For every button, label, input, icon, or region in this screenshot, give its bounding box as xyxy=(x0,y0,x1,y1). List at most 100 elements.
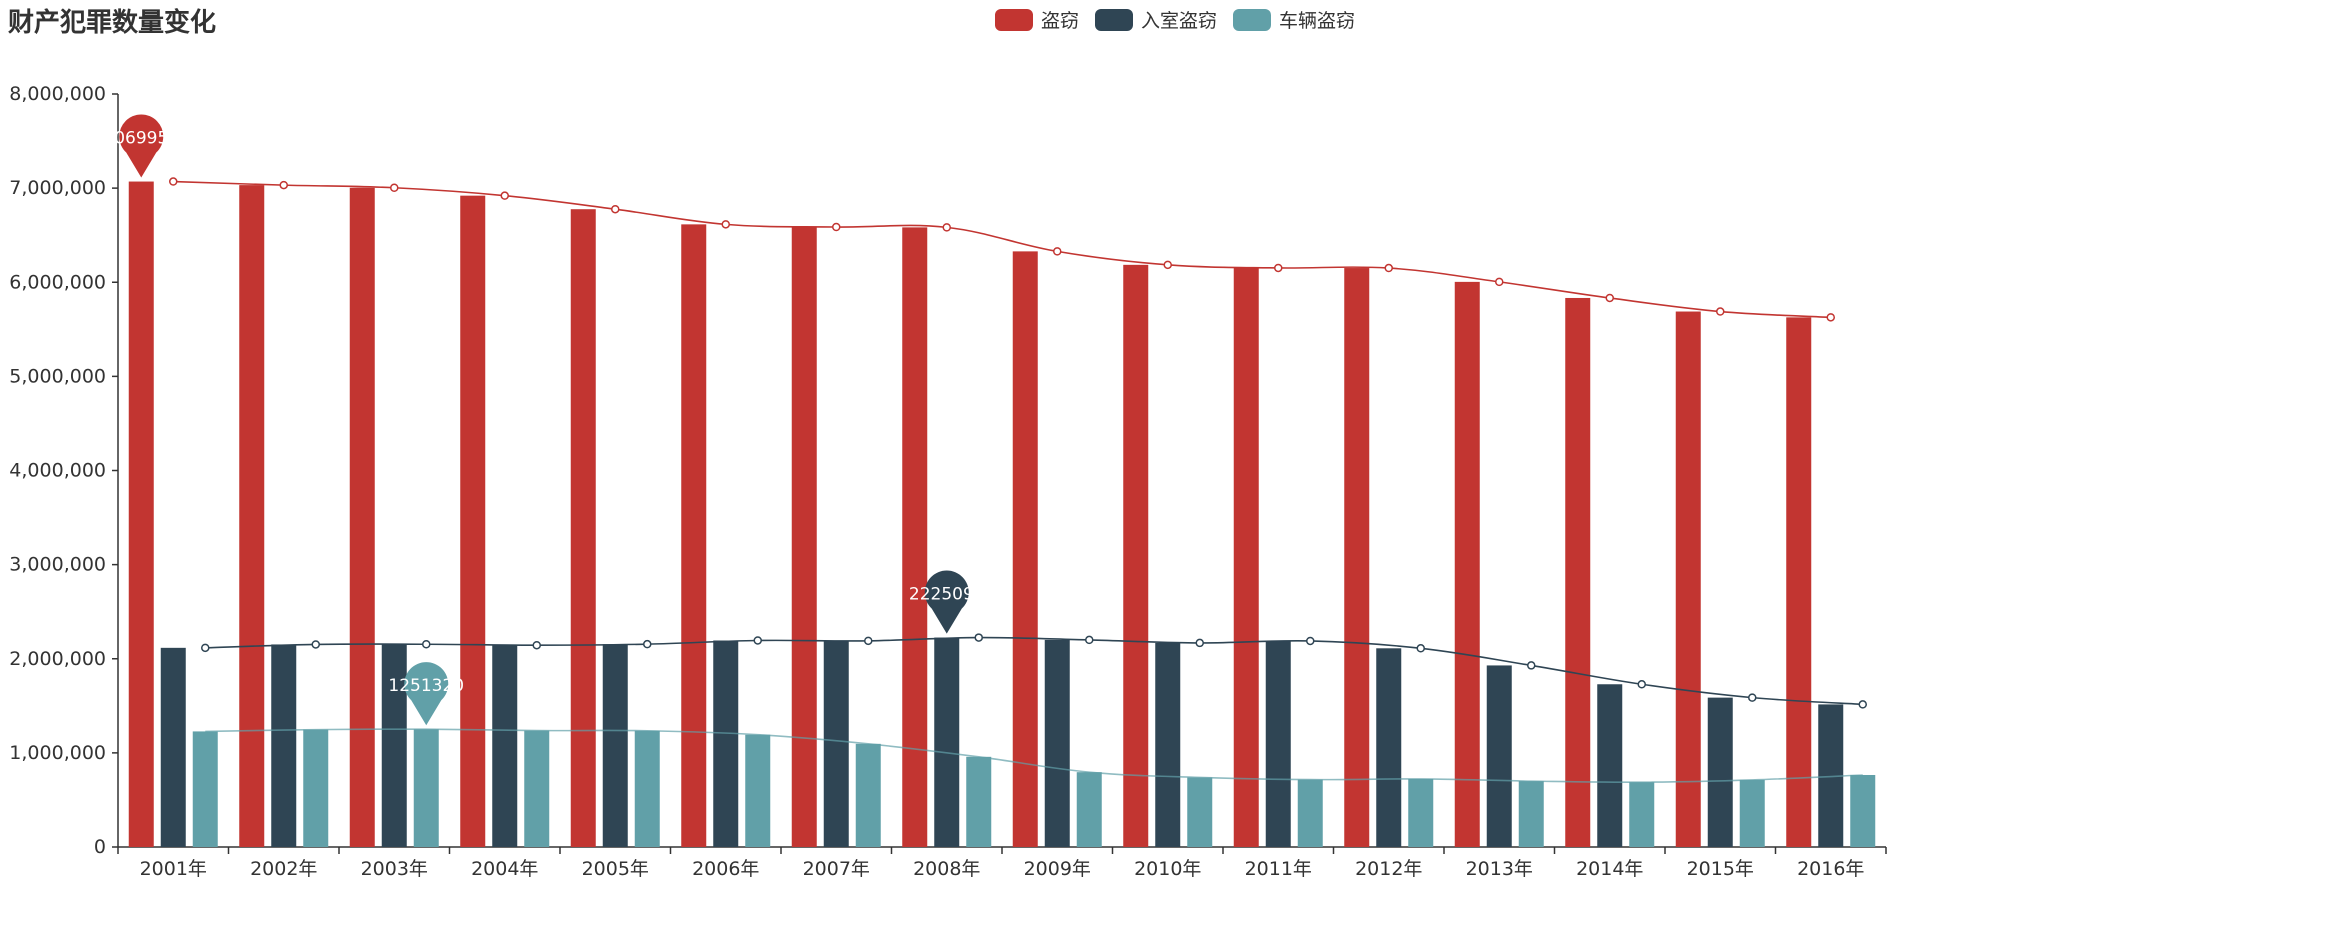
bar-theft[interactable] xyxy=(1012,251,1038,847)
bar-burglary[interactable] xyxy=(1155,642,1181,847)
line-point-burglary[interactable] xyxy=(201,643,210,653)
bar-vehicle-theft[interactable] xyxy=(745,734,771,847)
line-point-theft[interactable] xyxy=(279,180,288,190)
bar-vehicle-theft[interactable] xyxy=(413,729,439,847)
bar-vehicle-theft[interactable] xyxy=(1850,774,1876,847)
line-point-burglary[interactable] xyxy=(1637,680,1646,689)
max-pin-theft[interactable] xyxy=(119,114,164,178)
bar-burglary[interactable] xyxy=(492,645,518,847)
line-point-burglary[interactable] xyxy=(1195,638,1204,648)
bar-theft[interactable] xyxy=(1233,267,1259,847)
bar-theft[interactable] xyxy=(1454,281,1480,847)
bar-theft[interactable] xyxy=(349,187,375,847)
max-pin-label: 1251320 xyxy=(388,676,464,696)
bar-burglary[interactable] xyxy=(1707,697,1733,847)
bar-burglary[interactable] xyxy=(1265,640,1291,847)
line-point-theft[interactable] xyxy=(1384,263,1393,273)
bar-burglary[interactable] xyxy=(1376,648,1402,847)
bar-burglary[interactable] xyxy=(1486,665,1512,847)
line-point-theft[interactable] xyxy=(721,220,730,229)
bar-vehicle-theft[interactable] xyxy=(966,756,992,847)
bar-burglary[interactable] xyxy=(713,640,739,847)
line-point-theft[interactable] xyxy=(942,223,951,232)
bar-theft[interactable] xyxy=(128,181,154,847)
line-point-burglary[interactable] xyxy=(753,636,762,645)
x-tick-label: 2015年 xyxy=(1687,858,1754,880)
bar-theft[interactable] xyxy=(570,209,596,848)
max-pin-burglary[interactable] xyxy=(924,570,969,634)
bar-theft[interactable] xyxy=(460,195,486,847)
legend-item-burglary[interactable]: 入室盗窃 xyxy=(1095,6,1217,33)
bar-vehicle-theft[interactable] xyxy=(1518,781,1544,847)
bar-burglary[interactable] xyxy=(1597,684,1623,847)
max-pin-label: 7069950 xyxy=(103,129,179,149)
line-point-burglary[interactable] xyxy=(1858,700,1867,709)
line-point-theft[interactable] xyxy=(1605,293,1614,303)
bar-burglary[interactable] xyxy=(823,640,849,847)
bar-burglary[interactable] xyxy=(160,647,186,847)
bar-vehicle-theft[interactable] xyxy=(524,730,550,847)
bar-burglary[interactable] xyxy=(602,644,628,847)
line-point-theft[interactable] xyxy=(169,177,178,186)
bar-theft[interactable] xyxy=(1786,317,1812,847)
bar-theft[interactable] xyxy=(791,226,817,847)
x-tick-label: 2007年 xyxy=(803,858,870,880)
line-point-theft[interactable] xyxy=(832,222,841,232)
legend-label-theft: 盗窃 xyxy=(1041,10,1080,32)
line-point-burglary[interactable] xyxy=(422,640,431,649)
bar-burglary[interactable] xyxy=(934,637,960,847)
legend-item-theft[interactable]: 盗窃 xyxy=(995,6,1079,33)
line-point-burglary[interactable] xyxy=(643,639,652,649)
line-point-theft[interactable] xyxy=(500,191,509,200)
bar-burglary[interactable] xyxy=(1044,639,1070,847)
bar-theft[interactable] xyxy=(239,185,265,847)
line-point-burglary[interactable] xyxy=(1085,635,1094,645)
x-tick-label: 2004年 xyxy=(471,858,538,880)
bar-vehicle-theft[interactable] xyxy=(1187,777,1213,847)
line-point-burglary[interactable] xyxy=(1306,636,1315,646)
bar-vehicle-theft[interactable] xyxy=(1739,779,1765,847)
bar-theft[interactable] xyxy=(681,224,707,847)
legend-item-vehicle-theft[interactable]: 车辆盗窃 xyxy=(1233,6,1355,33)
bar-theft[interactable] xyxy=(1123,264,1149,847)
bar-theft[interactable] xyxy=(1565,297,1591,847)
bar-vehicle-theft[interactable] xyxy=(1629,782,1655,847)
line-point-theft[interactable] xyxy=(1274,263,1283,273)
line-point-theft[interactable] xyxy=(390,183,399,192)
line-point-burglary[interactable] xyxy=(311,640,320,649)
bar-vehicle-theft[interactable] xyxy=(1297,779,1323,847)
bar-vehicle-theft[interactable] xyxy=(303,729,329,847)
bar-theft[interactable] xyxy=(1344,268,1370,848)
bar-vehicle-theft[interactable] xyxy=(855,743,881,847)
line-point-burglary[interactable] xyxy=(974,633,983,642)
y-tick-label: 4,000,000 xyxy=(9,460,106,482)
line-point-theft[interactable] xyxy=(1053,247,1062,256)
line-point-burglary[interactable] xyxy=(1748,693,1757,702)
line-point-theft[interactable] xyxy=(1826,313,1835,322)
bar-vehicle-theft[interactable] xyxy=(192,731,218,847)
line-point-burglary[interactable] xyxy=(1527,661,1536,670)
line-point-theft[interactable] xyxy=(1716,307,1725,316)
y-tick-label: 1,000,000 xyxy=(9,742,106,764)
y-tick-label: 0 xyxy=(94,836,106,858)
legend: 盗窃 入室盗窃 车辆盗窃 xyxy=(995,6,1371,33)
bar-vehicle-theft[interactable] xyxy=(1076,772,1102,847)
bar-burglary[interactable] xyxy=(381,644,407,847)
bar-burglary[interactable] xyxy=(271,644,297,847)
legend-label-burglary: 入室盗窃 xyxy=(1141,10,1218,32)
line-point-theft[interactable] xyxy=(1495,277,1504,287)
line-point-theft[interactable] xyxy=(1163,260,1172,270)
line-point-burglary[interactable] xyxy=(864,636,873,646)
max-pin-vehicle-theft[interactable] xyxy=(404,662,449,726)
line-point-burglary[interactable] xyxy=(1416,644,1425,653)
legend-swatch-theft xyxy=(995,8,1033,31)
legend-swatch-burglary xyxy=(1095,8,1134,31)
bar-vehicle-theft[interactable] xyxy=(1408,778,1434,847)
line-burglary xyxy=(205,636,1863,706)
line-point-theft[interactable] xyxy=(611,204,620,214)
line-point-burglary[interactable] xyxy=(532,640,541,650)
bar-theft[interactable] xyxy=(902,227,928,847)
x-tick-label: 2003年 xyxy=(361,858,428,880)
bar-vehicle-theft[interactable] xyxy=(634,730,660,847)
bar-theft[interactable] xyxy=(1675,311,1701,847)
